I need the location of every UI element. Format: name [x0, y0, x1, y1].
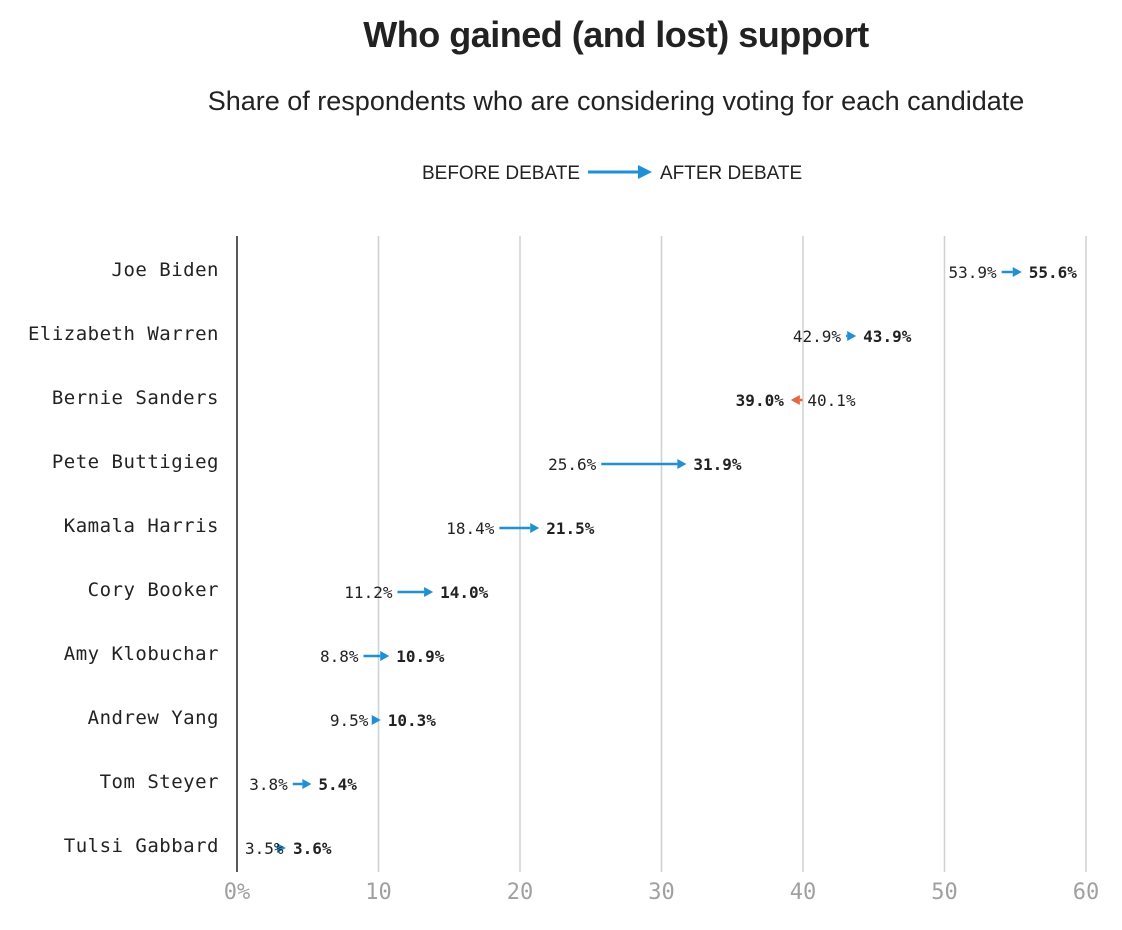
legend-after-label: AFTER DEBATE	[660, 163, 802, 184]
candidate-row: Andrew Yang 9.5% 10.3%	[88, 707, 437, 730]
x-tick-label: 50	[931, 880, 958, 905]
before-value-label: 53.9%	[949, 263, 998, 282]
before-value-label: 25.6%	[548, 455, 597, 474]
before-value-label: 42.9%	[793, 327, 842, 346]
change-arrow-head	[847, 331, 857, 341]
candidate-row: Tom Steyer 3.8% 5.4%	[100, 771, 358, 794]
change-arrow-head	[530, 523, 540, 533]
change-arrow-head	[371, 715, 381, 725]
candidate-row: Joe Biden 53.9% 55.6%	[112, 259, 1078, 282]
candidate-row: Pete Buttigieg 25.6% 31.9%	[52, 451, 742, 474]
after-value-label: 10.3%	[388, 711, 437, 730]
gridlines	[377, 236, 1087, 872]
before-value-label: 8.8%	[320, 647, 359, 666]
candidate-name: Tom Steyer	[100, 771, 219, 793]
change-arrow-head	[677, 459, 687, 469]
legend: BEFORE DEBATE AFTER DEBATE	[422, 163, 802, 184]
x-axis-ticks: 0% 10 20 30 40 50 60	[224, 880, 1100, 905]
candidate-name: Bernie Sanders	[52, 387, 219, 409]
chart-subtitle: Share of respondents who are considering…	[207, 86, 1025, 116]
chart-title: Who gained (and lost) support	[363, 14, 869, 55]
candidate-row: Elizabeth Warren 42.9% 43.9%	[28, 323, 912, 346]
before-value-label: 3.8%	[249, 775, 288, 794]
before-value-label: 3.5%	[245, 839, 284, 858]
after-value-label: 14.0%	[440, 583, 489, 602]
candidate-name: Kamala Harris	[64, 515, 219, 537]
candidate-rows: Joe Biden 53.9% 55.6% Elizabeth Warren 42.9%…	[28, 259, 1077, 858]
candidate-name: Joe Biden	[112, 259, 219, 281]
after-value-label: 5.4%	[318, 775, 357, 794]
x-tick-label: 30	[648, 880, 675, 905]
x-tick-label: 20	[507, 880, 534, 905]
before-value-label: 40.1%	[807, 391, 856, 410]
change-arrow-head	[302, 779, 312, 789]
after-value-label: 31.9%	[693, 455, 742, 474]
candidate-row: Cory Booker 11.2% 14.0%	[88, 579, 489, 602]
x-tick-label: 0%	[224, 880, 251, 905]
candidate-name: Elizabeth Warren	[28, 323, 219, 345]
candidate-row: Amy Klobuchar 8.8% 10.9%	[64, 643, 445, 666]
x-tick-label: 60	[1073, 880, 1100, 905]
after-value-label: 3.6%	[293, 839, 332, 858]
after-value-label: 39.0%	[736, 391, 785, 410]
candidate-row: Tulsi Gabbard 3.5% 3.6%	[64, 835, 332, 858]
before-value-label: 18.4%	[446, 519, 495, 538]
candidate-name: Tulsi Gabbard	[64, 835, 219, 857]
change-arrow-head	[1012, 267, 1022, 277]
x-tick-label: 40	[790, 880, 817, 905]
legend-before-label: BEFORE DEBATE	[422, 163, 580, 184]
after-value-label: 43.9%	[863, 327, 912, 346]
change-arrow-head	[276, 843, 286, 853]
candidate-name: Cory Booker	[88, 579, 219, 601]
candidate-row: Kamala Harris 18.4% 21.5%	[64, 515, 595, 538]
after-value-label: 10.9%	[396, 647, 445, 666]
before-value-label: 11.2%	[344, 583, 393, 602]
candidate-name: Pete Buttigieg	[52, 451, 219, 473]
x-tick-label: 10	[365, 880, 392, 905]
candidate-name: Andrew Yang	[88, 707, 219, 729]
change-arrow-head	[380, 651, 390, 661]
legend-arrow-head	[638, 165, 652, 179]
candidate-name: Amy Klobuchar	[64, 643, 219, 665]
change-arrow-head	[790, 395, 800, 405]
before-value-label: 9.5%	[330, 711, 369, 730]
after-value-label: 55.6%	[1029, 263, 1078, 282]
candidate-row: Bernie Sanders 40.1% 39.0%	[52, 387, 856, 410]
change-arrow-head	[424, 587, 434, 597]
after-value-label: 21.5%	[546, 519, 595, 538]
